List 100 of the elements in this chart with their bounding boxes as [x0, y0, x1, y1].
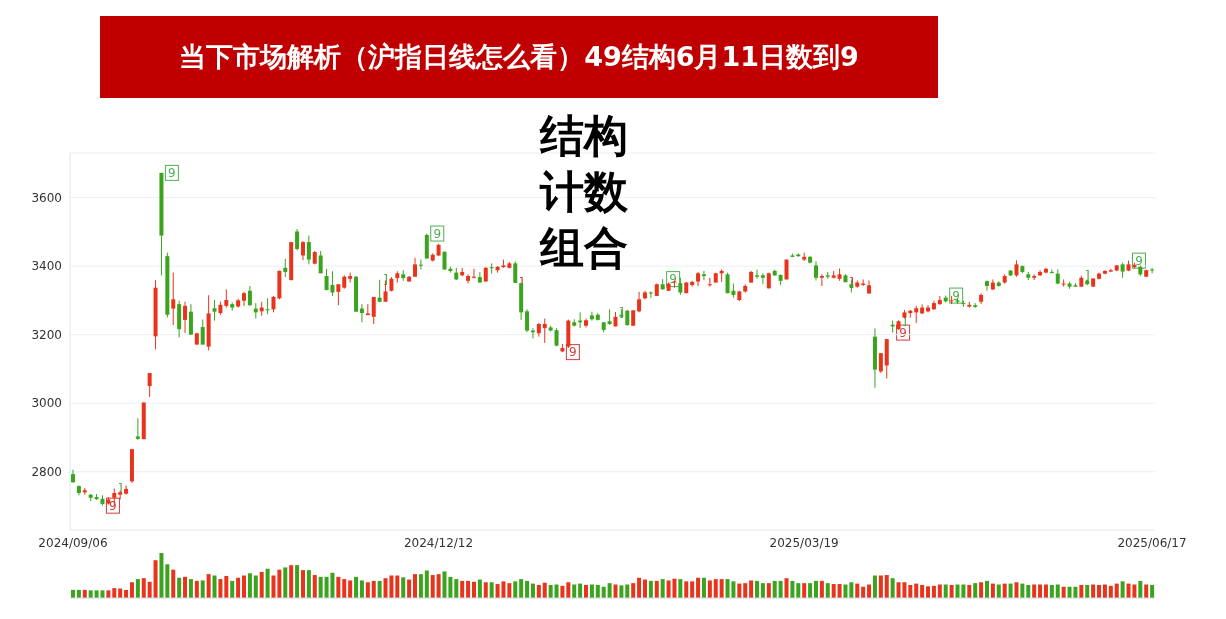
bar — [855, 583, 860, 598]
candlestick — [188, 303, 193, 336]
bar — [430, 575, 435, 598]
bar — [737, 583, 742, 598]
candlestick — [124, 484, 129, 496]
bar — [183, 576, 188, 598]
bar — [477, 579, 482, 598]
candlestick — [878, 352, 883, 374]
bar — [1150, 584, 1155, 598]
bar — [790, 580, 795, 598]
candlestick — [513, 260, 518, 284]
bar — [890, 578, 895, 598]
x-tick-label: 2024/09/06 — [38, 535, 108, 550]
bar — [413, 574, 418, 598]
candlestick — [247, 285, 252, 307]
bar — [106, 590, 111, 598]
bar — [660, 579, 665, 598]
bar — [395, 575, 400, 598]
candlestick — [300, 240, 305, 261]
annotation: 9 — [1135, 253, 1143, 268]
bar — [1108, 585, 1113, 598]
bar — [289, 565, 294, 598]
bar — [755, 580, 760, 598]
bar — [831, 584, 836, 598]
bar — [914, 583, 919, 598]
bar — [242, 575, 247, 598]
bar — [920, 584, 925, 598]
bar — [578, 583, 583, 598]
candlestick — [477, 271, 482, 284]
bar — [595, 584, 600, 598]
bar — [530, 583, 535, 598]
candlestick — [212, 299, 217, 322]
bar — [719, 579, 724, 598]
bar — [218, 579, 223, 598]
chart-subtitle: 结构计数组合 — [540, 109, 629, 275]
candlestick — [336, 283, 341, 306]
bar — [283, 567, 288, 598]
candlestick — [760, 272, 765, 285]
candlestick — [224, 288, 229, 309]
bar — [230, 580, 235, 598]
bar — [772, 580, 777, 598]
bar — [253, 575, 258, 598]
bar — [153, 560, 158, 598]
bar — [979, 582, 984, 598]
bar — [837, 584, 842, 598]
bar — [483, 582, 488, 598]
bar — [177, 577, 182, 598]
bar — [990, 583, 995, 598]
bar — [1049, 584, 1054, 598]
bar — [701, 577, 706, 598]
bar — [819, 580, 824, 598]
bar — [271, 575, 276, 598]
y-tick-label: 3600 — [31, 190, 62, 205]
bar — [460, 580, 465, 598]
bar — [973, 583, 978, 598]
bar — [813, 580, 818, 598]
annotation: 9 — [433, 226, 442, 241]
bar — [401, 577, 406, 598]
bar — [129, 582, 134, 598]
annotation: 9 — [168, 165, 176, 180]
bar — [354, 576, 359, 598]
bar — [560, 585, 565, 598]
candlestick — [413, 257, 418, 278]
bar — [607, 583, 612, 598]
bar — [1079, 584, 1084, 598]
bar — [931, 585, 936, 598]
bar — [778, 580, 783, 598]
bar — [1014, 582, 1019, 598]
bar — [642, 579, 647, 598]
candlestick — [542, 318, 547, 344]
bar — [872, 575, 877, 598]
bar — [566, 582, 571, 598]
bar — [1097, 584, 1102, 598]
candlestick — [171, 272, 176, 326]
bar — [365, 582, 370, 598]
bar — [678, 579, 683, 598]
candlestick — [135, 417, 140, 441]
candlestick — [283, 258, 288, 278]
bar — [584, 584, 589, 598]
candlestick — [1150, 267, 1155, 274]
bar — [436, 574, 441, 598]
bar — [471, 581, 476, 598]
bar — [188, 579, 193, 598]
bar — [171, 569, 176, 598]
candlestick — [1061, 278, 1066, 288]
bar — [525, 580, 530, 598]
bar — [424, 570, 429, 598]
bar — [300, 570, 305, 598]
annotation: 9 — [569, 345, 577, 360]
bar — [1120, 581, 1125, 598]
bar — [318, 576, 323, 598]
x-tick-label: 2025/06/17 — [1117, 535, 1187, 550]
bar — [1114, 583, 1119, 598]
bar — [194, 580, 199, 598]
bar — [1008, 583, 1013, 598]
bar — [743, 583, 748, 598]
bar — [112, 588, 117, 598]
bar — [247, 573, 252, 598]
candlestick — [348, 272, 353, 284]
bar — [442, 571, 447, 598]
